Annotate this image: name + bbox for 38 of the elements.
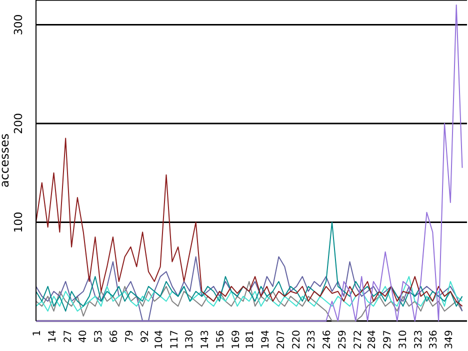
line-series (36, 280, 463, 322)
x-tick-label: 53 (94, 330, 105, 343)
x-tick-label: 104 (154, 330, 165, 350)
x-tick-label: 297 (382, 330, 394, 350)
x-tick-label: 156 (216, 330, 227, 350)
x-tick-label: 169 (230, 330, 242, 350)
line-series (36, 276, 463, 312)
x-tick-label: 220 (291, 330, 302, 350)
line-series (36, 256, 463, 322)
x-tick-label: 14 (47, 330, 58, 343)
x-tick-label: 143 (200, 330, 212, 350)
x-tick-label: 349 (444, 330, 456, 350)
x-tick-label: 92 (140, 330, 151, 343)
x-tick-label: 117 (169, 330, 180, 350)
x-tick-label: 336 (428, 330, 440, 350)
line-series (36, 222, 463, 312)
x-tick-label: 310 (398, 330, 409, 350)
x-tick-label: 207 (276, 330, 287, 350)
line-series (36, 4, 463, 322)
y-tick-label: 100 (12, 212, 25, 233)
x-tick-label: 246 (322, 330, 334, 350)
x-tick-label: 66 (108, 330, 120, 343)
y-tick-label: 300 (12, 14, 25, 36)
x-tick-label: 259 (337, 330, 348, 350)
x-tick-label: 323 (413, 330, 424, 350)
x-tick-label: 181 (245, 330, 256, 350)
x-tick-label: 40 (78, 330, 90, 343)
line-series (36, 138, 463, 307)
x-tick-label: 272 (352, 330, 364, 350)
x-tick-label: 27 (62, 330, 74, 343)
x-tick-label: 233 (306, 330, 318, 350)
x-tick-label: 130 (184, 330, 196, 350)
x-tick-label: 79 (124, 330, 136, 343)
y-tick-label: 200 (12, 112, 25, 134)
y-axis-title: accesses (0, 133, 12, 188)
x-tick-label: 1 (32, 330, 43, 336)
x-tick-label: 284 (367, 330, 378, 350)
x-tick-label: 194 (260, 330, 272, 350)
